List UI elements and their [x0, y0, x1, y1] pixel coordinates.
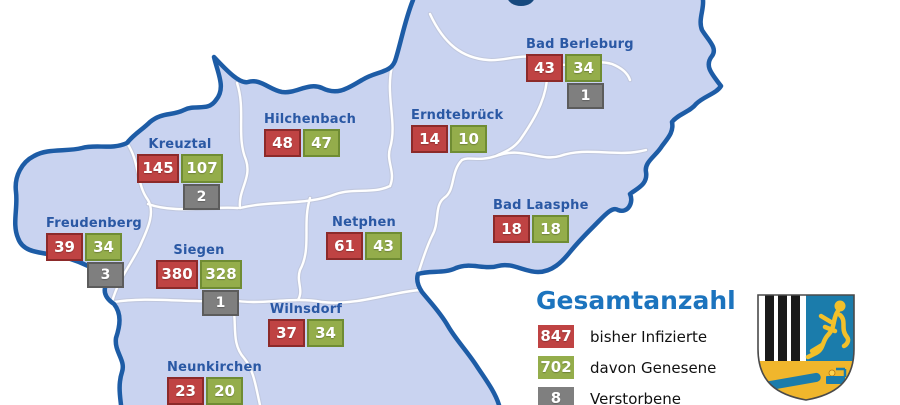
town-name: Erndtebrück [410, 108, 504, 123]
infected-count: 23 [167, 377, 204, 405]
legend-row-deceased: 8 Verstorbene [536, 385, 736, 405]
town-name: Bad Berleburg [526, 37, 634, 52]
town-name: Hilchenbach [263, 112, 357, 127]
legend-row-recovered: 702 davon Genesene [536, 354, 736, 381]
recovered-count: 20 [206, 377, 243, 405]
deceased-count: 1 [567, 83, 604, 109]
recovered-count: 34 [85, 233, 122, 261]
deceased-count: 2 [183, 184, 220, 210]
infected-count: 43 [526, 54, 563, 82]
coat-of-arms-icon [757, 294, 855, 401]
totals-legend: Gesamtanzahl 847 bisher Infizierte 702 d… [536, 286, 736, 405]
town-neunkirchen: Neunkirchen 23 20 [167, 360, 262, 405]
total-infected-label: bisher Infizierte [590, 327, 708, 346]
deceased-count: 1 [202, 290, 239, 316]
town-kreuztal: Kreuztal 145 107 2 [137, 137, 223, 210]
deceased-count: 3 [87, 262, 124, 288]
infected-count: 39 [46, 233, 83, 261]
recovered-count: 34 [307, 319, 344, 347]
town-name: Freudenberg [45, 216, 142, 231]
total-recovered-label: davon Genesene [590, 358, 717, 377]
infected-count: 14 [411, 125, 448, 153]
total-deceased-count: 8 [536, 385, 576, 405]
town-siegen: Siegen 380 328 1 [156, 243, 242, 316]
town-name: Netphen [332, 215, 396, 230]
legend-row-infected: 847 bisher Infizierte [536, 323, 736, 350]
town-name: Wilnsdorf [269, 302, 343, 317]
town-name: Bad Laasphe [492, 198, 589, 213]
town-freudenberg: Freudenberg 39 34 3 [46, 216, 142, 288]
town-bad-berleburg: Bad Berleburg 43 34 1 [526, 37, 634, 109]
top-edge-dot-icon [508, 0, 534, 6]
recovered-count: 47 [303, 129, 340, 157]
recovered-count: 18 [532, 215, 569, 243]
infected-count: 37 [268, 319, 305, 347]
town-netphen: Netphen 61 43 [326, 215, 402, 260]
town-name: Siegen [173, 243, 225, 258]
legend-title: Gesamtanzahl [536, 286, 736, 315]
town-hilchenbach: Hilchenbach 48 47 [264, 112, 356, 157]
infected-count: 18 [493, 215, 530, 243]
total-recovered-count: 702 [536, 354, 576, 381]
town-wilnsdorf: Wilnsdorf 37 34 [268, 302, 344, 347]
recovered-count: 10 [450, 125, 487, 153]
town-erndtebrueck: Erndtebrück 14 10 [411, 108, 503, 153]
recovered-count: 107 [181, 154, 223, 183]
recovered-count: 34 [565, 54, 602, 82]
town-bad-laasphe: Bad Laasphe 18 18 [493, 198, 589, 243]
municipal-boundaries [109, 11, 649, 405]
district-border [13, 0, 724, 405]
infected-count: 61 [326, 232, 363, 260]
recovered-count: 43 [365, 232, 402, 260]
lion-icon [805, 308, 851, 360]
miners-lamp-icon [826, 367, 847, 384]
district-area [15, 0, 721, 405]
town-name: Kreuztal [148, 137, 212, 152]
recovered-count: 328 [200, 260, 242, 289]
town-name: Neunkirchen [166, 360, 262, 375]
infected-count: 145 [137, 154, 179, 183]
total-deceased-label: Verstorbene [590, 389, 682, 405]
total-infected-count: 847 [536, 323, 576, 350]
infected-count: 380 [156, 260, 198, 289]
infected-count: 48 [264, 129, 301, 157]
coulter-icon [765, 372, 821, 391]
